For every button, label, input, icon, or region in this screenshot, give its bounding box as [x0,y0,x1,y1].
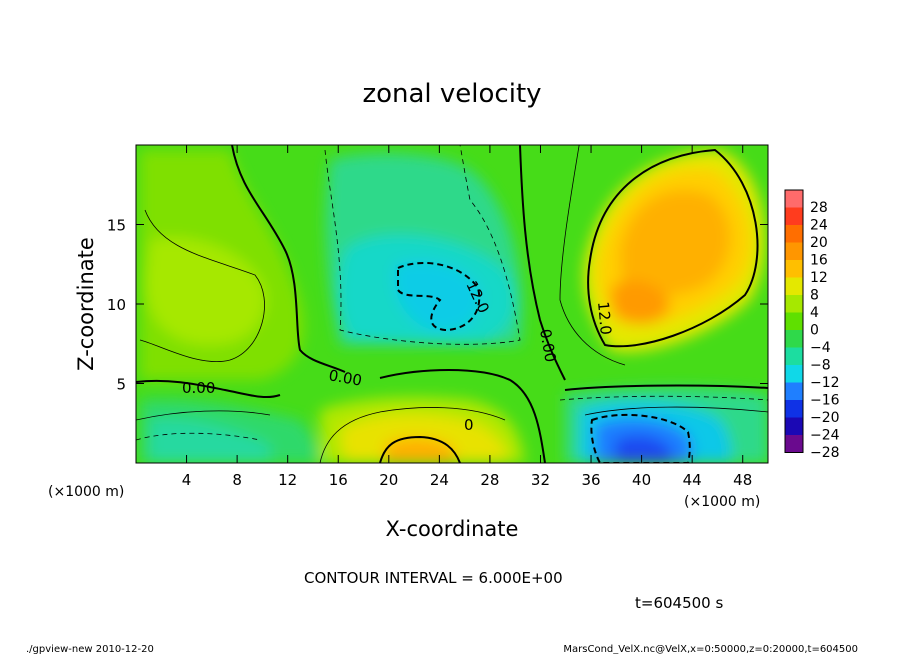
footer-left: ./gpview-new 2010-12-20 [26,644,154,654]
contour-label: 12.0 [594,301,615,336]
colorbar-swatch [785,400,803,418]
colorbar-swatch [785,435,803,453]
colorbar-label: 16 [810,252,828,268]
colorbar-swatch [785,347,803,365]
x-tick-label: 12 [278,471,297,489]
contour-lines [136,145,768,463]
contour-label: 0.00 [536,328,560,364]
colorbar-label: −4 [810,340,831,356]
colorbar-label: −24 [810,427,840,443]
x-tick-label: 20 [379,471,398,489]
time-text: t=604500 s [635,594,723,612]
colorbar-swatch [785,417,803,435]
colorbar-label: −8 [810,357,831,373]
y-tick-label: 15 [107,217,126,235]
chart-title: zonal velocity [362,79,541,109]
colorbar-swatch [785,190,803,208]
footer-right: MarsCond_VelX.nc@VelX,x=0:50000,z=0:2000… [563,644,858,654]
y-units-label: (×1000 m) [48,484,124,500]
contour-label: 0 [464,416,474,434]
x-tick-label: 48 [733,471,752,489]
field-shading [140,150,768,463]
colorbar-label: −20 [810,410,840,426]
colorbar-swatch [785,260,803,278]
colorbar-swatch [785,330,803,348]
colorbar-swatch [785,365,803,383]
colorbar-swatch [785,207,803,225]
colorbar-swatch [785,242,803,260]
x-tick-label: 40 [632,471,651,489]
x-axis: 4 8 12 16 20 24 28 32 36 40 44 48 [182,145,752,489]
x-tick-label: 44 [683,471,702,489]
x-axis-label: X-coordinate [386,517,519,541]
colorbar-swatch [785,225,803,243]
colorbar-swatch [785,312,803,330]
x-tick-label: 32 [531,471,550,489]
plot-area: 0.00 0.00 0.00 12.0 12.0 0 [136,145,768,463]
x-tick-label: 36 [581,471,600,489]
contour-interval-text: CONTOUR INTERVAL = 6.000E+00 [304,569,563,587]
x-tick-label: 16 [329,471,348,489]
colorbar-swatch [785,277,803,295]
y-tick-label: 10 [107,296,126,314]
colorbar-label: 8 [810,287,819,303]
x-tick-label: 8 [232,471,242,489]
colorbar-frame [784,189,804,453]
x-tick-label: 24 [430,471,449,489]
colorbar-label: 4 [810,305,819,321]
colorbar-label: 24 [810,217,828,233]
colorbar-label: 12 [810,270,828,286]
colorbar-label: −12 [810,375,840,391]
colorbar-label: 20 [810,235,828,251]
y-axis-label: Z-coordinate [74,237,98,371]
colorbar-label: 0 [810,322,819,338]
contour-label: 0.00 [182,379,215,397]
y-tick-label: 5 [116,376,126,394]
contour-label-group: 0.00 0.00 0.00 12.0 12.0 0 [182,278,615,434]
contour-label: 0.00 [327,366,363,390]
colorbar-label: 28 [810,200,828,216]
colorbar-label: −16 [810,392,840,408]
x-tick-label: 4 [182,471,192,489]
x-tick-label: 28 [480,471,499,489]
colorbar-swatch [785,382,803,400]
x-units-label: (×1000 m) [684,494,760,510]
y-axis: 5 10 15 [107,217,768,394]
colorbar-label: −28 [810,445,840,461]
colorbar-swatch [785,295,803,313]
